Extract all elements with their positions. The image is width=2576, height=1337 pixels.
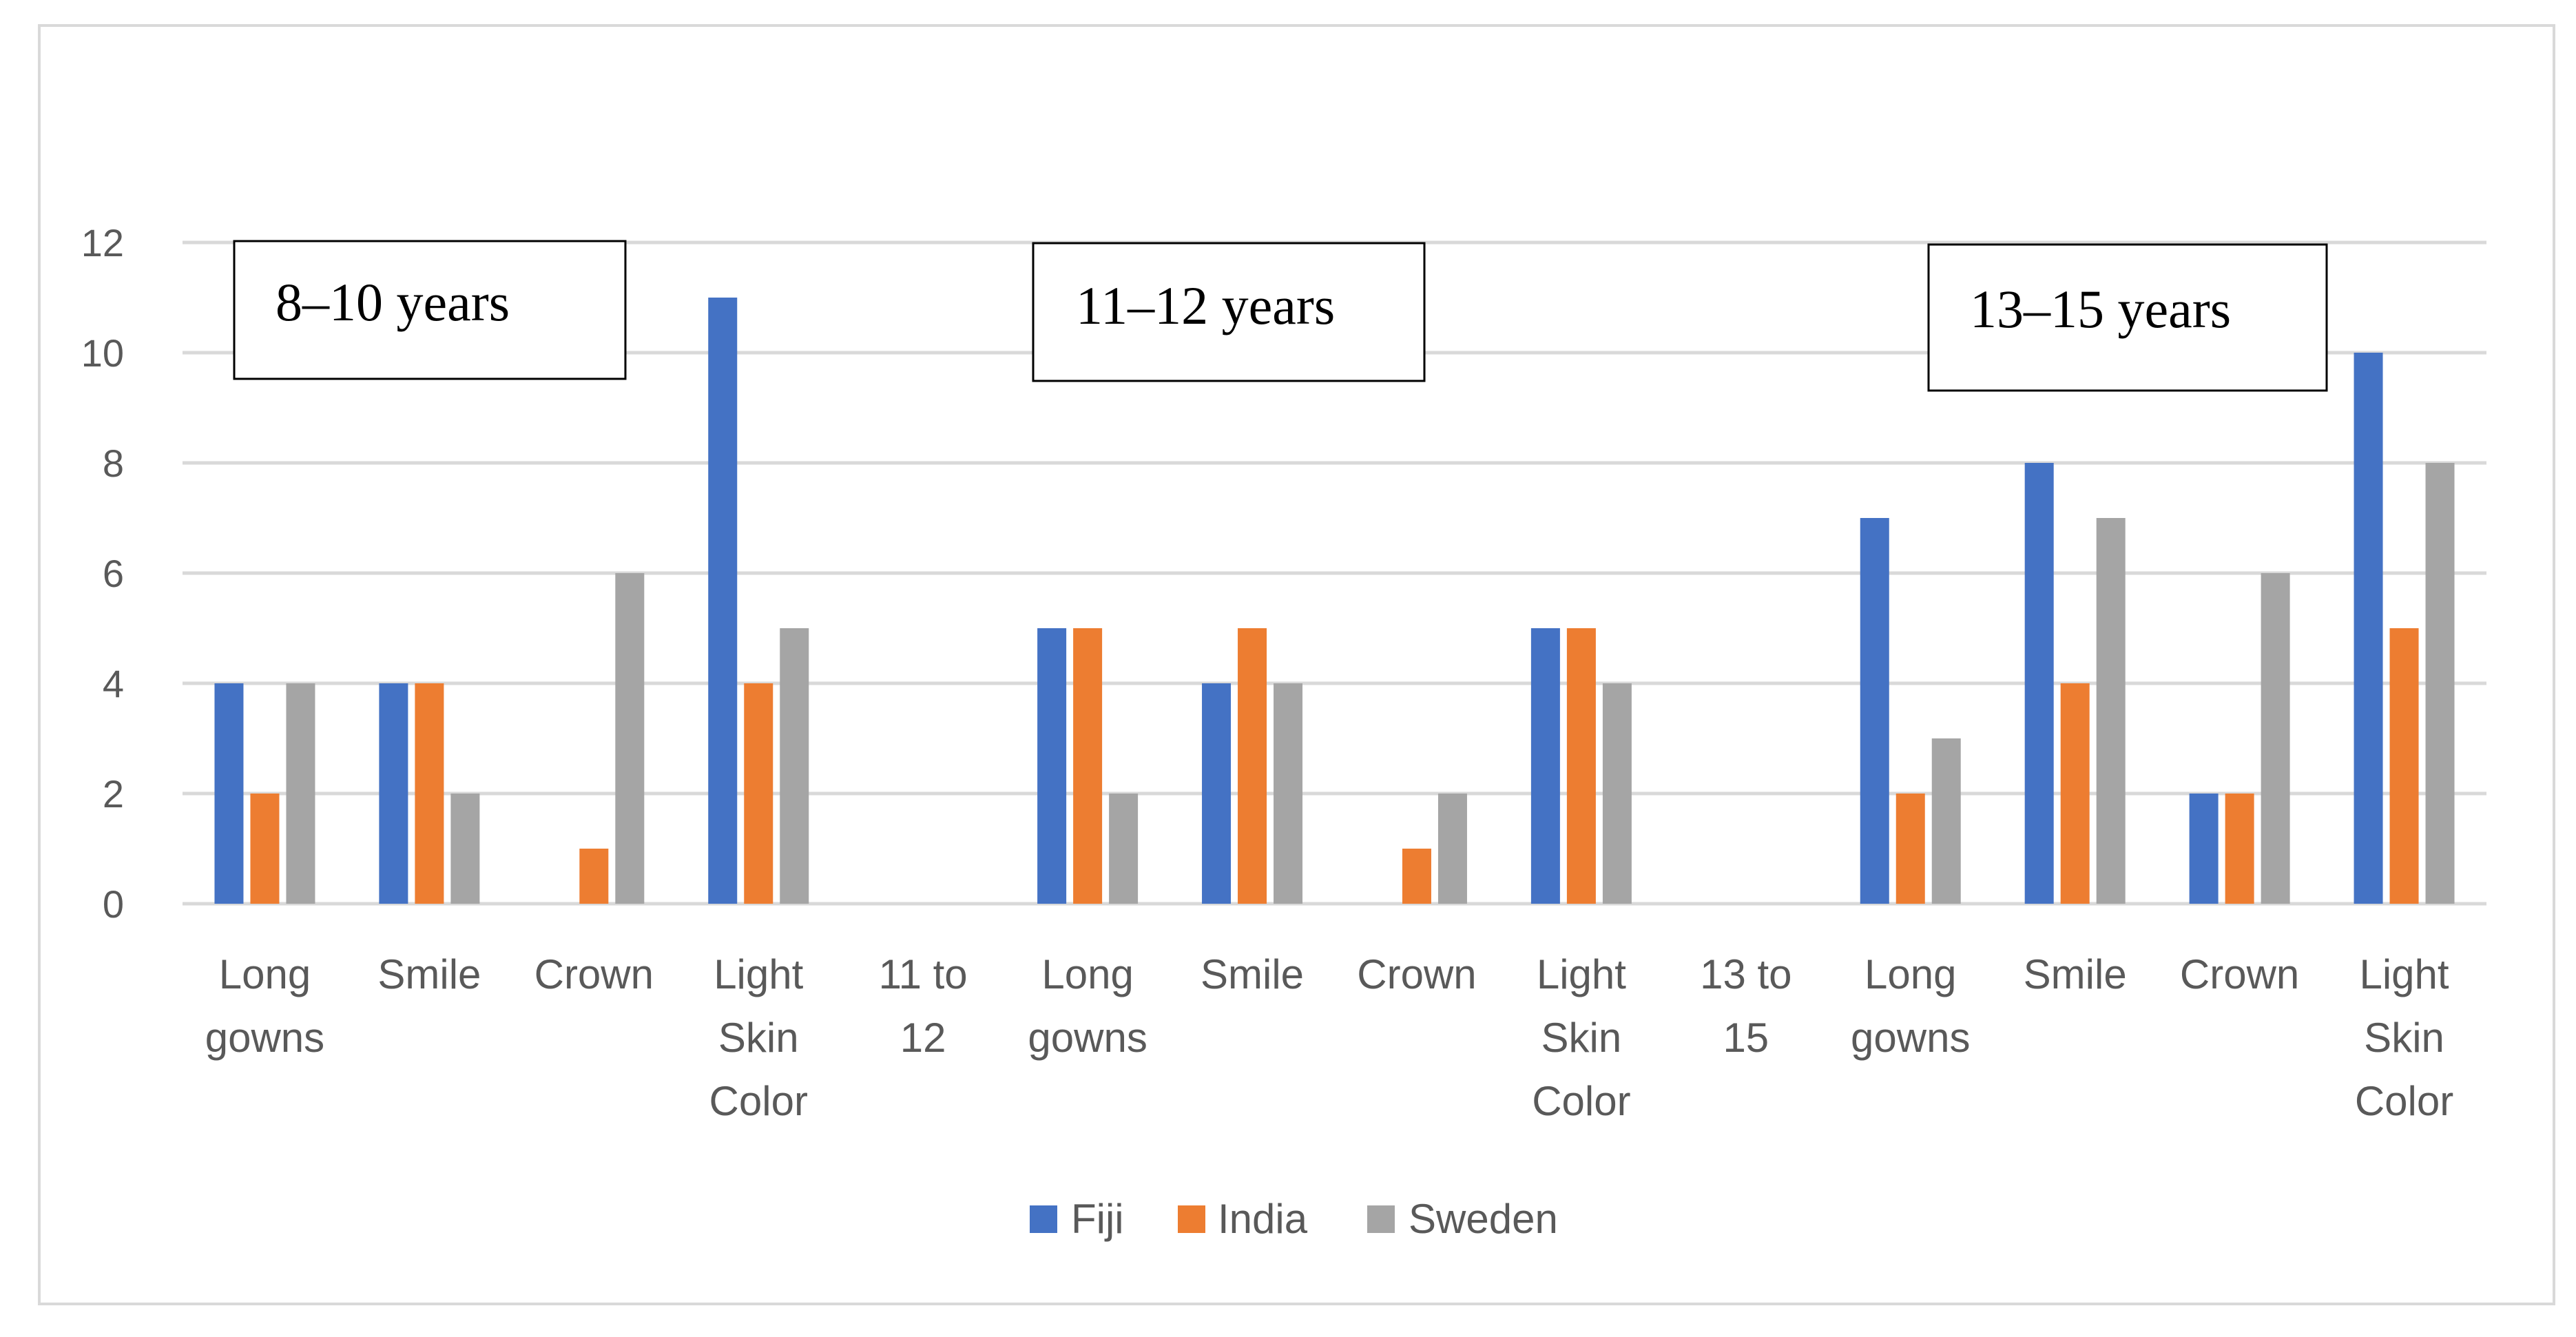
bar-sweden-6 xyxy=(1274,683,1303,904)
x-category-label-8: Light Skin Color xyxy=(1532,951,1630,1124)
x-category-label-7: Crown xyxy=(1357,951,1476,997)
y-tick-label-8: 8 xyxy=(103,442,124,485)
x-category-label-2: Crown xyxy=(534,951,654,997)
bar-fiji-10 xyxy=(1860,518,1889,904)
bar-india-6 xyxy=(1238,628,1267,904)
y-tick-label-12: 12 xyxy=(81,221,124,265)
chart-area xyxy=(38,24,2555,1305)
bar-sweden-8 xyxy=(1602,683,1632,904)
legend-swatch-sweden xyxy=(1367,1205,1395,1233)
bar-fiji-12 xyxy=(2189,794,2219,904)
x-category-label-0: Long gowns xyxy=(205,951,324,1061)
x-category-label-10: Long gowns xyxy=(1851,951,1970,1061)
age-box-8-10-label: 8–10 years xyxy=(276,272,510,332)
bar-sweden-10 xyxy=(1931,738,1961,904)
legend-item-fiji: Fiji xyxy=(1030,1196,1124,1242)
legend-label-india: India xyxy=(1218,1196,1308,1242)
age-box-8-10: 8–10 years xyxy=(233,240,627,380)
y-tick-label-6: 6 xyxy=(103,552,124,595)
y-axis-ticks: 0 2 4 6 8 10 12 xyxy=(81,221,124,926)
bar-sweden-1 xyxy=(450,794,480,904)
x-axis-labels: Long gowns Smile Crown Light Skin Color 11 to 12… xyxy=(205,951,2453,1124)
bar-sweden-13 xyxy=(2425,463,2455,904)
legend-label-sweden: Sweden xyxy=(1409,1196,1558,1242)
bar-fiji-3 xyxy=(708,298,738,904)
bar-india-8 xyxy=(1566,628,1596,904)
age-box-11-12: 11–12 years xyxy=(1032,242,1426,382)
bar-fiji-5 xyxy=(1037,628,1067,904)
bar-india-11 xyxy=(2060,683,2090,904)
bar-india-1 xyxy=(415,683,444,904)
bar-fiji-8 xyxy=(1530,628,1560,904)
x-category-label-9: 13 to 15 xyxy=(1700,951,1791,1061)
bar-india-13 xyxy=(2389,628,2419,904)
bar-india-2 xyxy=(579,849,609,904)
x-category-label-3: Light Skin Color xyxy=(709,951,808,1124)
x-category-label-11: Smile xyxy=(2024,951,2127,997)
bar-sweden-0 xyxy=(286,683,315,904)
legend-item-india: India xyxy=(1178,1196,1308,1242)
bar-sweden-5 xyxy=(1109,794,1139,904)
y-tick-label-10: 10 xyxy=(81,331,124,375)
bar-sweden-2 xyxy=(615,573,645,904)
bar-sweden-3 xyxy=(780,628,809,904)
bar-sweden-7 xyxy=(1437,794,1467,904)
bar-fiji-6 xyxy=(1202,683,1232,904)
bar-india-3 xyxy=(744,683,773,904)
bar-india-0 xyxy=(250,794,280,904)
bars xyxy=(214,298,2455,904)
y-tick-label-2: 2 xyxy=(103,772,124,816)
bar-fiji-1 xyxy=(379,683,408,904)
x-category-label-1: Smile xyxy=(377,951,481,997)
bar-india-10 xyxy=(1895,794,1925,904)
bar-india-7 xyxy=(1402,849,1431,904)
legend-label-fiji: Fiji xyxy=(1071,1196,1124,1242)
legend: Fiji India Sweden xyxy=(1030,1196,1558,1242)
bar-sweden-11 xyxy=(2096,518,2126,904)
x-category-label-5: Long gowns xyxy=(1028,951,1147,1061)
age-box-11-12-label: 11–12 years xyxy=(1076,276,1335,335)
legend-swatch-fiji xyxy=(1030,1205,1057,1233)
age-box-13-15: 13–15 years xyxy=(1927,243,2328,392)
y-tick-label-0: 0 xyxy=(103,882,124,926)
x-category-label-6: Smile xyxy=(1201,951,1304,997)
age-box-13-15-label: 13–15 years xyxy=(1970,279,2231,339)
bar-sweden-12 xyxy=(2261,573,2290,904)
legend-item-sweden: Sweden xyxy=(1367,1196,1558,1242)
x-category-label-12: Crown xyxy=(2180,951,2299,997)
x-category-label-13: Light Skin Color xyxy=(2355,951,2453,1124)
bar-fiji-0 xyxy=(214,683,244,904)
bar-fiji-11 xyxy=(2024,463,2054,904)
x-category-label-4: 11 to 12 xyxy=(879,951,968,1061)
bar-fiji-13 xyxy=(2354,353,2383,904)
y-tick-label-4: 4 xyxy=(103,662,124,705)
bar-india-5 xyxy=(1073,628,1103,904)
bar-india-12 xyxy=(2225,794,2254,904)
legend-swatch-india xyxy=(1178,1205,1205,1233)
